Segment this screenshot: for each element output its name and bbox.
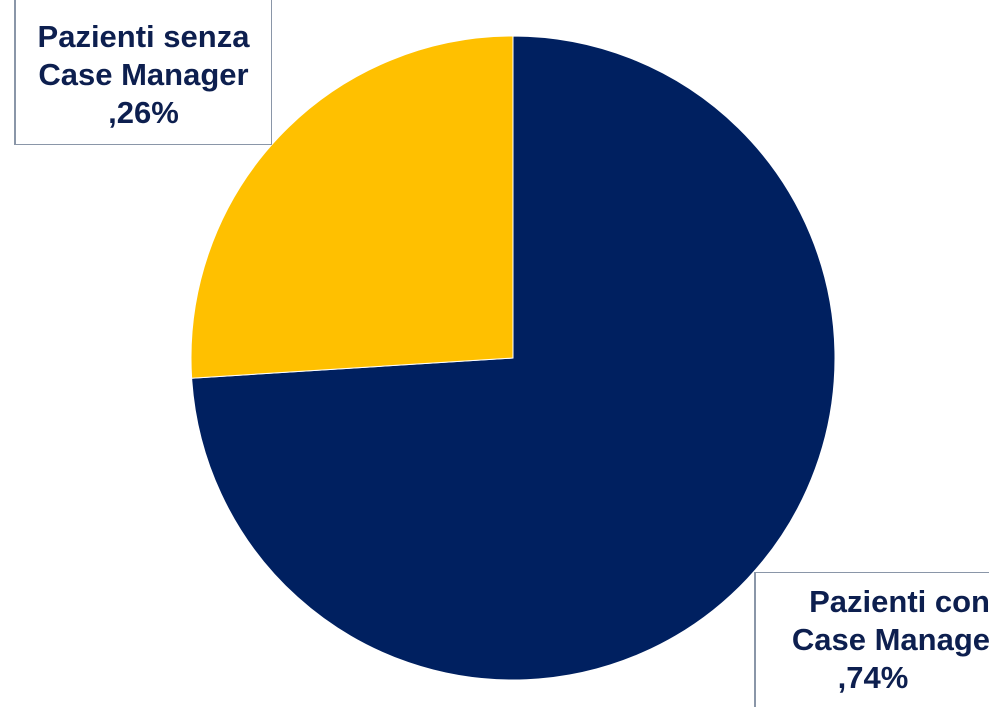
label-senza-line1: Pazienti senza	[37, 19, 250, 54]
label-con-value: ,74%	[837, 660, 909, 695]
label-con-line2: Case Manage	[791, 622, 989, 657]
pie-slices	[190, 35, 836, 681]
label-senza-value: ,26%	[108, 95, 179, 130]
data-label-pazienti-con: Pazienti con Case Manage ,74%	[754, 572, 989, 707]
label-con-line1: Pazienti con	[809, 584, 989, 619]
data-label-pazienti-senza: Pazienti senza Case Manager ,26%	[14, 0, 272, 145]
pie-slice-pazienti-senza	[190, 35, 514, 379]
label-senza-line2: Case Manager	[38, 57, 249, 92]
